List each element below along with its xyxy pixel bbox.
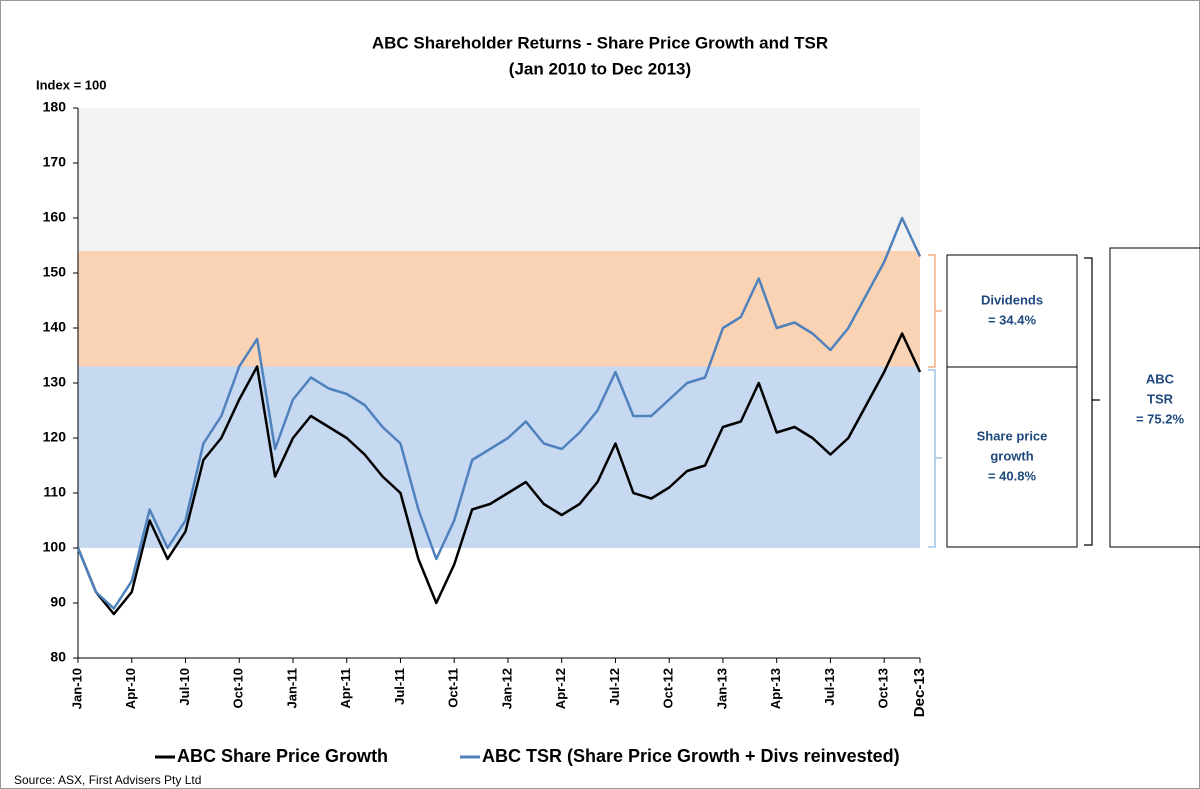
x-tick-label: Apr-11 xyxy=(338,668,353,708)
x-tick-label: Oct-11 xyxy=(446,668,461,708)
y-tick-label: 140 xyxy=(43,319,67,335)
x-tick-label: Jul-12 xyxy=(607,668,622,706)
tsr-box xyxy=(1109,247,1200,548)
x-tick-label: Jul-11 xyxy=(392,668,407,705)
x-tick-label: Jan-12 xyxy=(499,668,514,709)
y-tick-label: 90 xyxy=(50,594,66,610)
annotation-text: = 75.2% xyxy=(1136,411,1185,426)
y-tick-label: 160 xyxy=(43,209,67,225)
y-tick-label: 130 xyxy=(43,374,67,390)
band xyxy=(78,366,920,548)
x-tick-label: Apr-13 xyxy=(768,668,783,709)
plot-area xyxy=(73,107,922,663)
x-tick-label: Oct-12 xyxy=(661,668,676,708)
x-tick-label: Jul-10 xyxy=(177,668,192,706)
source: Source: ASX, First Advisers Pty Ltd xyxy=(14,773,201,787)
tsr-bracket xyxy=(1084,257,1100,546)
y-tick-label: 170 xyxy=(43,154,67,170)
x-tick-label: Oct-10 xyxy=(231,668,246,708)
y-tick-label: 80 xyxy=(50,649,66,665)
dividends-bracket xyxy=(928,254,942,368)
x-tick-label: Dec-13 xyxy=(911,668,928,717)
x-tick-label: Jan-13 xyxy=(714,668,729,709)
x-tick-label: Oct-13 xyxy=(876,668,891,708)
annotation-text: TSR xyxy=(1147,391,1174,406)
annotation-text: growth xyxy=(990,448,1033,463)
band xyxy=(78,251,920,367)
annotation-shapes xyxy=(928,247,1200,548)
series-line xyxy=(76,332,922,616)
legend-label: ABC TSR (Share Price Growth + Divs reinv… xyxy=(482,746,900,766)
x-tick-label: Apr-10 xyxy=(123,668,138,709)
chart-subtitle: (Jan 2010 to Dec 2013) xyxy=(509,59,691,78)
legend-label: ABC Share Price Growth xyxy=(177,746,388,766)
x-tick-label: Jul-13 xyxy=(822,668,837,706)
annotation-text: ABC xyxy=(1146,371,1175,386)
growth-box xyxy=(946,366,1078,548)
series-line xyxy=(76,216,922,610)
x-tick-label: Apr-12 xyxy=(553,668,568,709)
x-tick-label: Jan-11 xyxy=(284,668,299,708)
y-tick-label: 120 xyxy=(43,429,67,445)
x-tick-label: Jan-10 xyxy=(69,668,84,709)
y-axis-label: Index = 100 xyxy=(36,77,106,92)
y-tick-label: 180 xyxy=(43,99,67,115)
growth-bracket xyxy=(928,369,942,548)
annotation-text: = 40.8% xyxy=(988,468,1037,483)
annotation-text: Share price xyxy=(977,428,1048,443)
annotation-text: = 34.4% xyxy=(988,312,1037,327)
chart-title: ABC Shareholder Returns - Share Price Gr… xyxy=(372,33,828,52)
band xyxy=(78,108,920,251)
annotation-text: Dividends xyxy=(981,292,1043,307)
y-tick-label: 110 xyxy=(43,484,66,500)
y-tick-label: 100 xyxy=(43,539,67,555)
y-tick-label: 150 xyxy=(43,264,67,280)
